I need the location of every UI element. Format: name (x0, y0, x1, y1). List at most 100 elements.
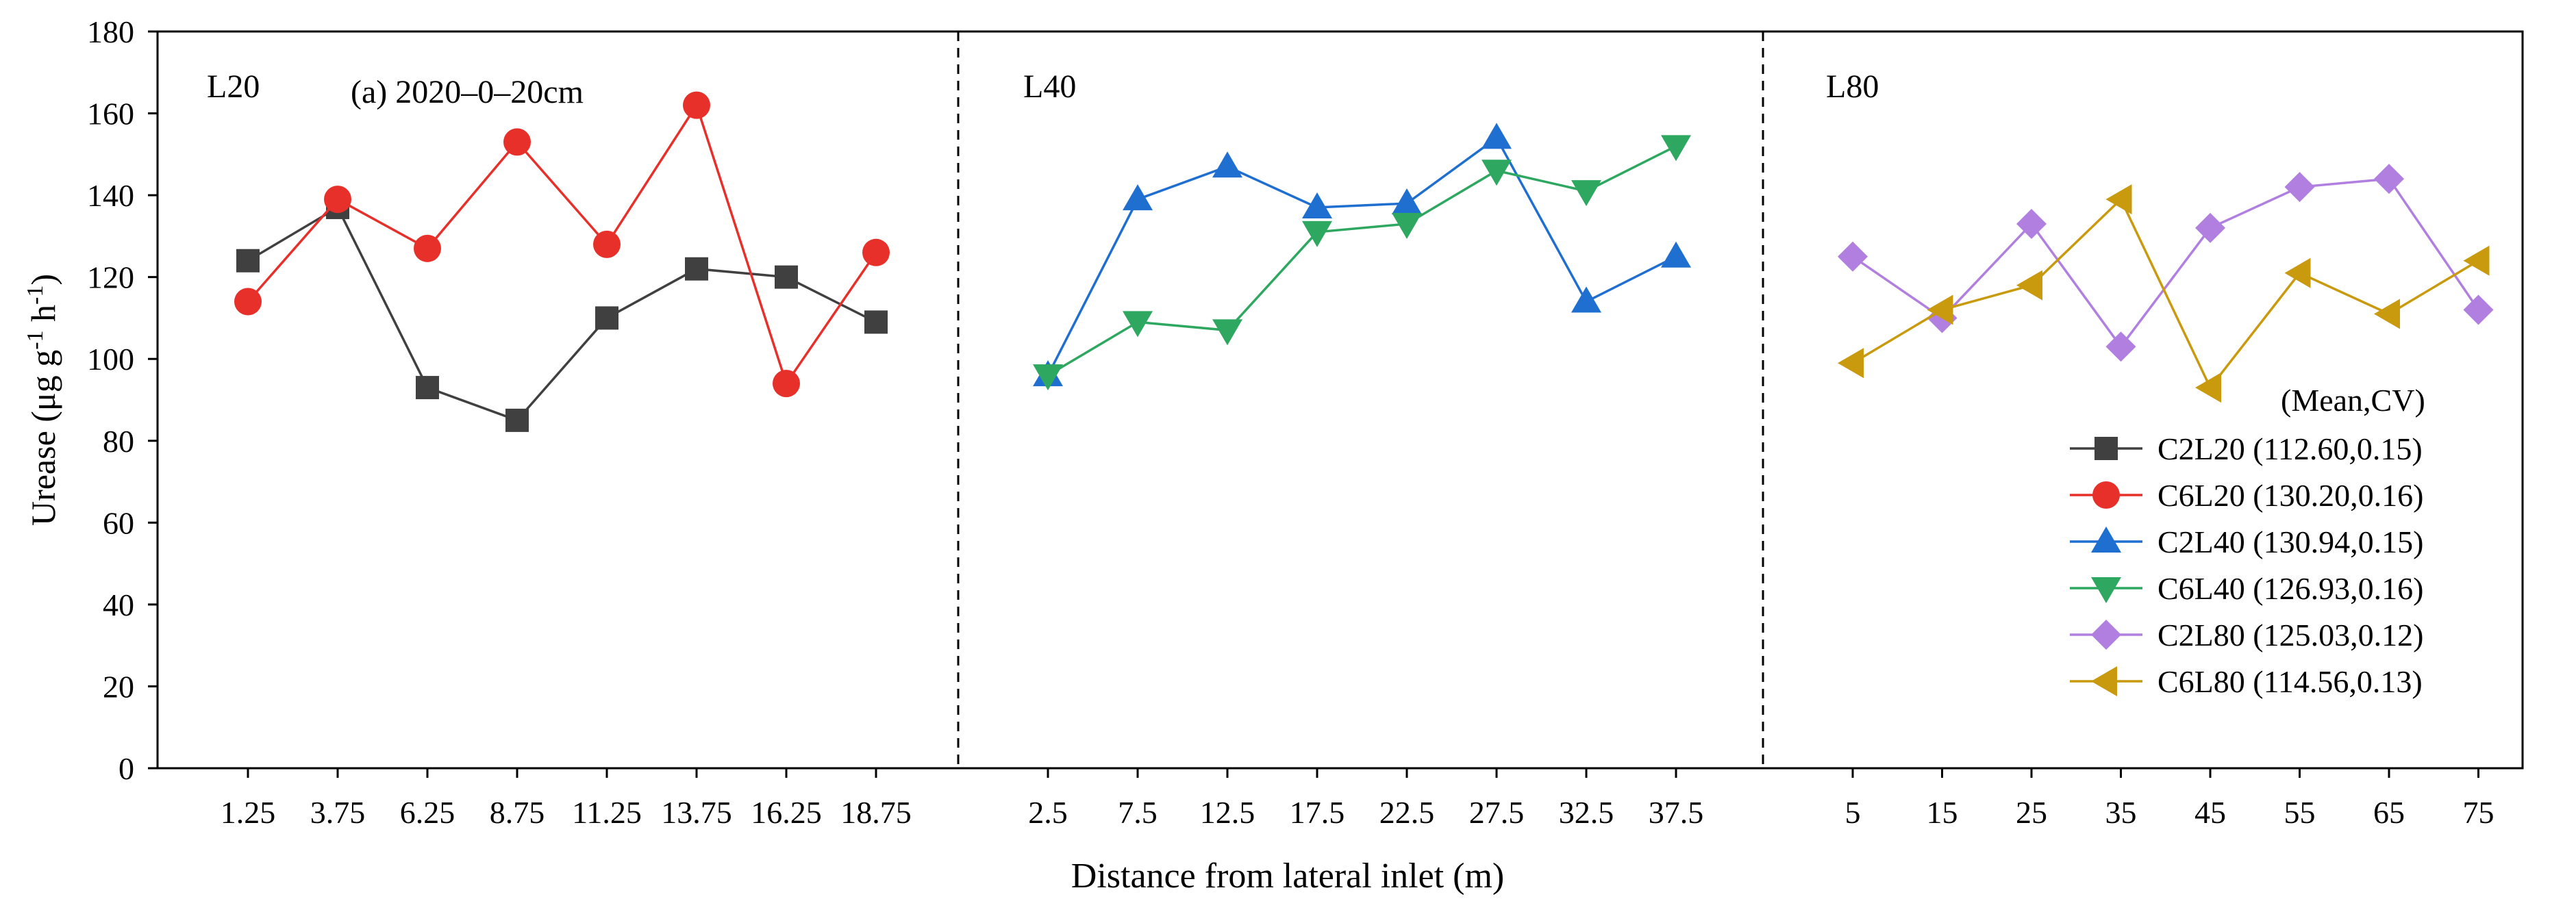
data-point-c6l20 (593, 230, 621, 258)
data-point-c6l40 (1481, 160, 1512, 186)
data-point-c6l80 (2284, 257, 2311, 288)
x-tick-label: 35 (2105, 795, 2137, 830)
data-point-c2l20 (416, 376, 439, 400)
data-point-c2l40 (1481, 123, 1512, 149)
x-tick-label: 11.25 (572, 795, 642, 830)
x-tick-label: 27.5 (1469, 795, 1525, 830)
legend-marker-c6l80 (2091, 666, 2117, 696)
data-point-c6l40 (1123, 311, 1153, 338)
data-point-c2l80 (2284, 172, 2315, 203)
data-point-c2l20 (864, 310, 888, 334)
legend-marker-c6l20 (2092, 481, 2120, 509)
data-point-c2l40 (1571, 286, 1601, 313)
x-tick-label: 22.5 (1379, 795, 1435, 830)
data-point-c2l20 (236, 249, 260, 273)
y-tick-label: 100 (87, 342, 134, 377)
x-tick-label: 16.25 (751, 795, 822, 830)
data-point-c2l20 (505, 408, 529, 432)
y-axis-label-end: ) (24, 274, 62, 286)
series-line-c6l80 (1852, 197, 2479, 390)
data-point-c2l20 (775, 265, 798, 289)
y-tick-label: 60 (103, 505, 134, 540)
data-point-c2l80 (2016, 208, 2047, 239)
data-point-c2l80 (1838, 241, 1868, 272)
x-tick-label: 3.75 (310, 795, 366, 830)
x-axis-ticks: 1.25 3.75 6.25 8.75 11.25 13.75 16.25 18.75 2.5 7… (221, 768, 2494, 830)
x-tick-label: 32.5 (1559, 795, 1614, 830)
data-point-c6l20 (414, 234, 441, 262)
y-tick-label: 160 (87, 97, 134, 131)
legend-marker-c2l40 (2091, 527, 2121, 553)
x-tick-label: 25 (2016, 795, 2047, 830)
panel-label-l40: L40 (1023, 68, 1076, 105)
x-tick-label: 37.5 (1649, 795, 1704, 830)
data-point-c6l40 (1033, 364, 1063, 391)
data-point-c6l80 (1927, 294, 1953, 325)
x-tick-label: 6.25 (400, 795, 455, 830)
data-point-c6l20 (773, 370, 800, 398)
data-point-c2l40 (1302, 192, 1332, 219)
data-point-c2l80 (2195, 212, 2225, 243)
data-point-c6l80 (2105, 184, 2132, 215)
panel-label-l80: L80 (1826, 68, 1879, 105)
data-point-c6l40 (1302, 220, 1332, 247)
data-point-c6l20 (503, 128, 531, 156)
x-axis-label: Distance from lateral inlet (m) (1071, 857, 1504, 896)
legend-label-c6l80: C6L80 (114.56,0.13) (2158, 664, 2423, 699)
y-tick-label: 120 (87, 260, 134, 295)
legend-label-c2l20: C2L20 (112.60,0.15) (2158, 431, 2423, 466)
series-line-c6l20 (247, 102, 877, 387)
data-point-c2l40 (1661, 241, 1691, 268)
data-point-c2l40 (1212, 151, 1242, 178)
series-line-c6l40 (1047, 144, 1677, 377)
data-point-c6l20 (683, 91, 710, 119)
y-tick-label: 40 (103, 587, 134, 622)
x-tick-label: 1.25 (221, 795, 276, 830)
data-point-c6l20 (324, 186, 351, 214)
x-tick-label: 8.75 (490, 795, 545, 830)
data-point-c6l80 (2374, 299, 2400, 329)
y-tick-label: 0 (118, 751, 134, 786)
x-tick-label: 15 (1927, 795, 1958, 830)
legend-label-c2l40: C2L40 (130.94,0.15) (2158, 524, 2423, 559)
legend-label-c6l40: C6L40 (126.93,0.16) (2158, 571, 2423, 606)
y-tick-label: 20 (103, 669, 134, 704)
x-tick-label: 45 (2194, 795, 2226, 830)
series-line-c2l20 (247, 205, 877, 422)
x-tick-label: 17.5 (1290, 795, 1345, 830)
series-line-c2l80 (1852, 177, 2479, 349)
data-point-c2l40 (1392, 188, 1422, 215)
data-point-c2l20 (685, 257, 708, 281)
data-point-c2l40 (1123, 184, 1153, 211)
legend-marker-c6l40 (2091, 577, 2121, 603)
legend-marker-c2l80 (2091, 620, 2121, 650)
data-point-c6l20 (234, 288, 262, 316)
y-axis-label-sup1: -1 (23, 330, 48, 349)
legend: (Mean,CV) C2L20 (112.60,0.15) C6L20 (130.… (2070, 383, 2425, 699)
data-point-c2l80 (2463, 294, 2494, 325)
y-axis-label-main: Urease (μg g (24, 350, 62, 526)
chart-title: (a) 2020–0–20cm (351, 74, 584, 110)
data-point-c6l40 (1571, 180, 1601, 207)
y-axis-label-mid: h (24, 305, 62, 331)
data-point-c6l80 (2195, 372, 2221, 403)
y-axis-label-sup2: -1 (23, 286, 48, 305)
series-line-c2l40 (1047, 136, 1677, 376)
legend-label-c2l80: C2L80 (125.03,0.12) (2158, 618, 2423, 653)
y-tick-label: 140 (87, 178, 134, 213)
y-tick-label: 80 (103, 424, 134, 459)
plot-frame (156, 30, 2524, 770)
x-tick-label: 75 (2463, 795, 2494, 830)
data-point-c6l40 (1392, 212, 1422, 239)
x-tick-label: 7.5 (1118, 795, 1158, 830)
data-point-c6l40 (1212, 319, 1242, 346)
x-tick-label: 5 (1845, 795, 1861, 830)
y-axis-label: Urease (μg g-1 h-1) (23, 274, 62, 526)
legend-marker-c2l20 (2094, 437, 2118, 460)
legend-label-c6l20: C6L20 (130.20,0.16) (2158, 478, 2423, 513)
x-tick-label: 18.75 (840, 795, 912, 830)
data-point-c6l80 (2016, 270, 2042, 301)
x-tick-label: 2.5 (1028, 795, 1068, 830)
data-point-c2l80 (2374, 164, 2404, 194)
